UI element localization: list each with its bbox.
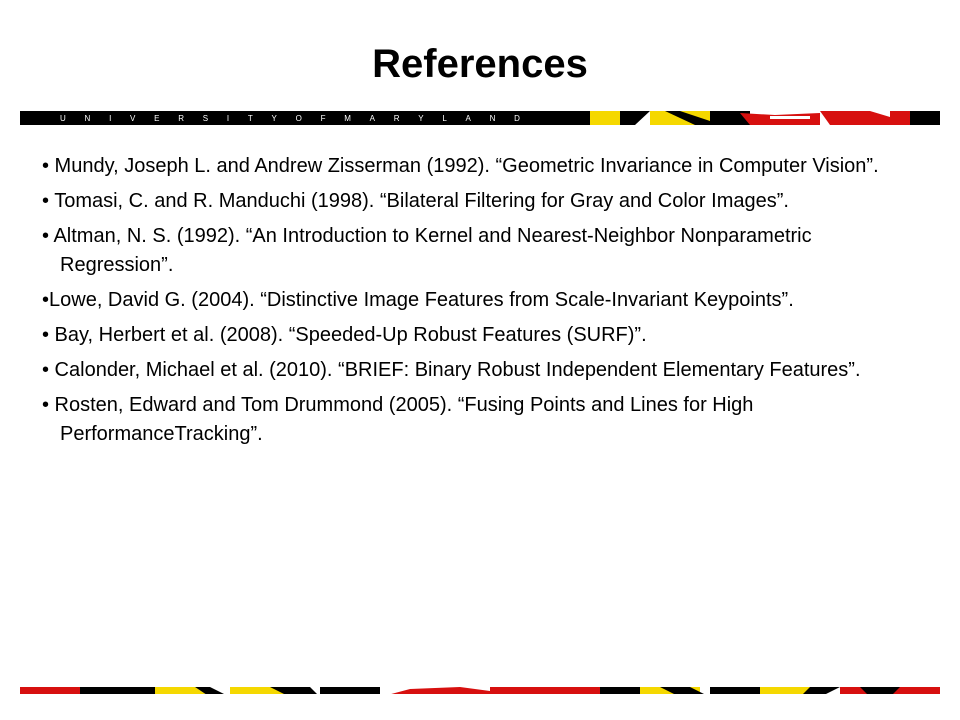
wordmark-letter: D: [514, 113, 520, 123]
wordmark-letter: Y: [271, 113, 277, 123]
university-banner-bottom: [20, 684, 940, 694]
wordmark-letter: V: [130, 113, 136, 123]
wordmark-letter: I: [109, 113, 112, 123]
wordmark-letter: N: [84, 113, 91, 123]
references-list: • Mundy, Joseph L. and Andrew Zisserman …: [42, 152, 882, 455]
wordmark-letter: I: [226, 113, 230, 123]
reference-item: • Calonder, Michael et al. (2010). “BRIE…: [42, 359, 861, 381]
wordmark-letter: Y: [418, 113, 424, 123]
reference-item: • Tomasi, C. and R. Manduchi (1998). “Bi…: [42, 190, 789, 212]
wordmark-letter: R: [393, 113, 400, 123]
wordmark-letter: O: [295, 113, 302, 123]
wordmark-letter: E: [154, 113, 160, 123]
wordmark-letter: N: [489, 113, 496, 123]
reference-item: • Rosten, Edward and Tom Drummond (2005)…: [42, 394, 754, 445]
wordmark-letter: L: [442, 113, 447, 123]
wordmark-letter: A: [369, 113, 375, 123]
wordmark-letter: F: [320, 113, 326, 123]
reference-item: • Altman, N. S. (1992). “An Introduction…: [42, 225, 812, 276]
reference-item: • Bay, Herbert et al. (2008). “Speeded-U…: [42, 324, 647, 346]
flag-pattern-bottom-graphic: [20, 687, 940, 694]
wordmark-letter: M: [344, 113, 351, 123]
reference-item: •Lowe, David G. (2004). “Distinctive Ima…: [42, 289, 794, 311]
wordmark-letter: T: [247, 113, 253, 123]
wordmark-letter: A: [465, 113, 471, 123]
maryland-flag-pattern-top: [590, 111, 940, 125]
wordmark-letter: S: [202, 113, 209, 123]
wordmark-letter: U: [60, 113, 66, 123]
reference-item: • Mundy, Joseph L. and Andrew Zisserman …: [42, 155, 879, 177]
slide-title: References: [372, 42, 588, 86]
wordmark-letter: R: [178, 113, 185, 123]
flag-pattern-graphic: [590, 111, 940, 125]
